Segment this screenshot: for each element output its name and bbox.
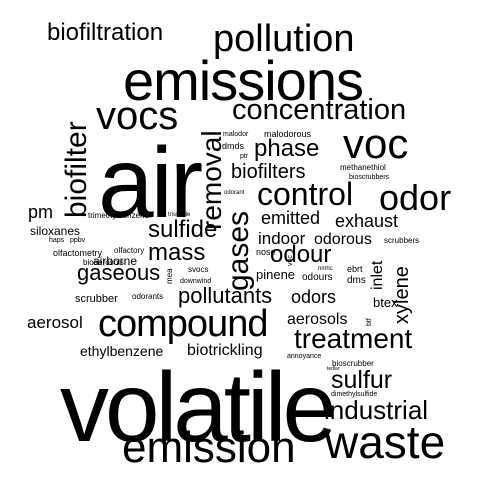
- word-treatment: treatment: [294, 323, 413, 354]
- word-waste: waste: [325, 416, 446, 468]
- word-indoor: indoor: [258, 229, 306, 248]
- word-siloxanes: siloxanes: [30, 224, 81, 238]
- word-odors: odors: [291, 287, 337, 307]
- word-nose: nose: [256, 247, 276, 257]
- word-downwind: downwind: [180, 278, 212, 285]
- word-inlet: inlet: [369, 260, 386, 290]
- word-ebrt: ebrt: [347, 264, 363, 274]
- word-malodor: malodor: [223, 131, 249, 138]
- word-scrubbers: scrubbers: [384, 236, 420, 245]
- word-biofiltration: biofiltration: [47, 19, 164, 46]
- word-bioaerosols: bioaerosols: [83, 258, 124, 267]
- word-control: control: [257, 176, 354, 212]
- word-scrubber: scrubber: [75, 293, 118, 305]
- word-olfactometry: olfactometry: [53, 248, 103, 258]
- word-aerosols: aerosols: [287, 311, 348, 328]
- word-compound: compound: [98, 303, 268, 345]
- word-airborne: airborne: [93, 254, 138, 268]
- word-pm: pm: [28, 202, 54, 222]
- word-trimethylbenzene: trimethylbenzene: [88, 211, 149, 220]
- word-biotrickling: biotrickling: [187, 342, 263, 359]
- word-vocs: vocs: [96, 94, 179, 138]
- word-voc: voc: [343, 120, 409, 167]
- word-pollution: pollution: [213, 18, 355, 60]
- word-pollutants: pollutants: [178, 283, 273, 308]
- word-svocs: svocs: [188, 265, 209, 274]
- word-ppbv: ppbv: [70, 237, 86, 244]
- word-gases: gases: [222, 210, 255, 291]
- word-tedlar: tedlar: [327, 366, 340, 372]
- word-nmhc: nmhc: [318, 266, 333, 272]
- word-odor: odor: [379, 177, 452, 218]
- word-aerosol: aerosol: [27, 313, 83, 332]
- word-bioscrubber: bioscrubber: [332, 359, 374, 368]
- word-trisulfide: trisulfide: [168, 212, 191, 218]
- word-odour: odour: [270, 241, 332, 268]
- word-dmds: dmds: [222, 141, 245, 151]
- word-odorous: odorous: [314, 231, 372, 248]
- word-concentration: concentration: [232, 94, 407, 126]
- word-methanethiol: methanethiol: [340, 163, 386, 172]
- word-volatile: volatile: [60, 352, 337, 462]
- word-btex: btex: [373, 295, 398, 310]
- word-biofilter: biofilter: [60, 121, 93, 218]
- word-odorant: odorant: [224, 190, 245, 196]
- word-bioscrubbers: bioscrubbers: [349, 174, 390, 181]
- word-pinene: pinene: [256, 267, 296, 282]
- word-emissions: emissions: [123, 49, 364, 112]
- word-sulfide: sulfide: [148, 216, 218, 243]
- word-odorants: odorants: [132, 292, 164, 301]
- word-biofilters: biofilters: [231, 161, 306, 183]
- word-air: air: [98, 127, 203, 239]
- word-ethylbenzene: ethylbenzene: [80, 343, 164, 359]
- word-exhaust: exhaust: [335, 211, 399, 231]
- word-industrial: industrial: [324, 395, 429, 425]
- word-mass: mass: [148, 239, 206, 266]
- word-dimethylsulfide: dimethylsulfide: [331, 391, 378, 398]
- word-gaseous: gaseous: [77, 260, 161, 285]
- word-malodorous: malodorous: [264, 129, 312, 139]
- word-emitted: emitted: [261, 208, 321, 228]
- word-haps: haps: [49, 237, 65, 244]
- word-emission: emission: [122, 423, 296, 472]
- word-olfactory: olfactory: [114, 246, 145, 255]
- word-odours: odours: [302, 272, 333, 283]
- word-mea: mea: [165, 268, 174, 284]
- word-sulfur: sulfur: [331, 366, 393, 394]
- word-phase: phase: [254, 135, 320, 162]
- word-dms: dms: [347, 275, 366, 286]
- word-ptr: ptr: [240, 153, 249, 160]
- word-annoyance: annoyance: [287, 353, 322, 360]
